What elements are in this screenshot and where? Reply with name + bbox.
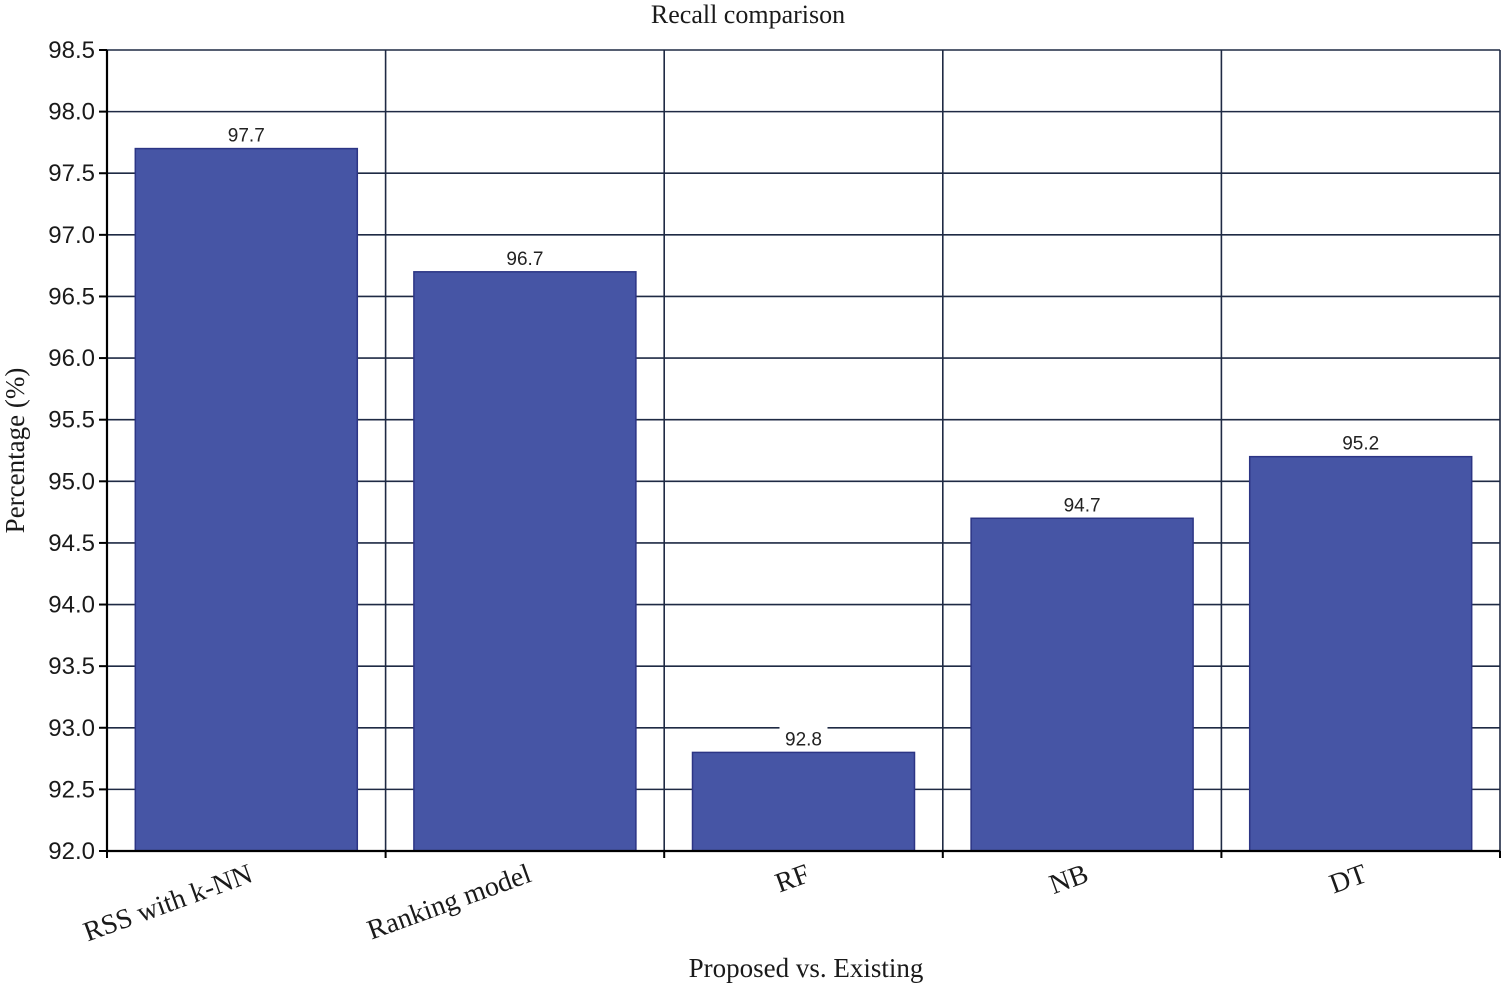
y-tick-label: 94.5 — [48, 530, 95, 557]
y-tick-label: 97.0 — [48, 222, 95, 249]
value-label-bg — [500, 245, 549, 270]
y-tick-label: 94.0 — [48, 592, 95, 619]
value-label-bg — [222, 122, 271, 147]
x-category-label: DT — [1325, 858, 1371, 900]
x-category-label: RF — [771, 858, 814, 899]
value-label: 96.7 — [506, 249, 543, 270]
y-tick-label: 93.5 — [48, 653, 95, 680]
x-axis-title: Proposed vs. Existing — [689, 953, 924, 983]
y-tick-label: 93.0 — [48, 715, 95, 742]
chart-title: Recall comparison — [651, 0, 845, 29]
y-tick-label: 97.5 — [48, 160, 95, 187]
value-label: 94.7 — [1064, 495, 1101, 516]
y-tick-label: 96.5 — [48, 283, 95, 310]
axes — [99, 49, 1501, 858]
value-label: 92.8 — [785, 729, 822, 750]
bars — [134, 147, 1473, 852]
bar-dt — [1248, 455, 1473, 852]
bar-rf — [691, 751, 916, 852]
y-tick-label: 95.5 — [48, 407, 95, 434]
value-label-bg — [1336, 430, 1385, 455]
x-category-label: Ranking model — [363, 858, 535, 946]
bar-ranking-model — [413, 271, 637, 852]
y-tick-label: 92.5 — [48, 776, 95, 803]
bar-rss-with-k-nn — [134, 147, 359, 852]
bar-nb — [970, 517, 1194, 852]
y-tick-label: 95.0 — [48, 468, 95, 495]
x-category-label: RSS with k-NN — [79, 858, 256, 948]
value-label-bg — [1058, 492, 1107, 517]
value-labels: 97.7 96.7 92.8 94.7 95.2 — [222, 122, 1385, 751]
y-tick-labels: 92.0 92.5 93.0 93.5 94.0 94.5 95.0 95.5 96.0 96.5… — [48, 37, 95, 865]
value-label-bg — [779, 726, 828, 751]
x-category-label: NB — [1045, 858, 1092, 900]
value-label: 95.2 — [1342, 434, 1379, 455]
y-tick-label: 98.5 — [48, 37, 95, 64]
x-category-labels: RSS with k-NN Ranking model RF NB DT — [79, 858, 1371, 948]
y-tick-label: 98.0 — [48, 99, 95, 126]
y-axis-title: Percentage (%) — [0, 368, 30, 534]
y-tick-label: 92.0 — [48, 838, 95, 865]
value-label: 97.7 — [228, 126, 265, 147]
y-tick-label: 96.0 — [48, 345, 95, 372]
